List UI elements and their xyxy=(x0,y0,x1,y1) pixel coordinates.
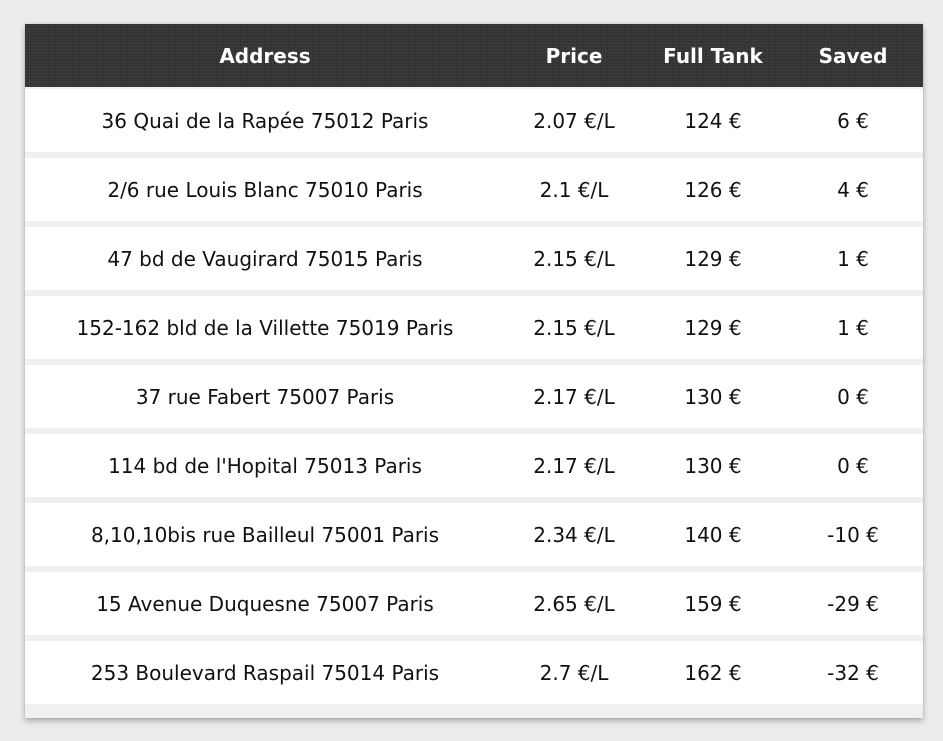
table-row: 47 bd de Vaugirard 75015 Paris 2.15 €/L … xyxy=(25,227,923,296)
table-row: 114 bd de l'Hopital 75013 Paris 2.17 €/L… xyxy=(25,434,923,503)
table-row: 2/6 rue Louis Blanc 75010 Paris 2.1 €/L … xyxy=(25,158,923,227)
cell-price: 2.7 €/L xyxy=(505,641,643,704)
cell-full-tank: 124 € xyxy=(643,89,783,158)
cell-address: 15 Avenue Duquesne 75007 Paris xyxy=(25,572,505,641)
table-row: 37 rue Fabert 75007 Paris 2.17 €/L 130 €… xyxy=(25,365,923,434)
column-header-address: Address xyxy=(25,24,505,89)
cell-price: 2.34 €/L xyxy=(505,503,643,572)
cell-full-tank: 162 € xyxy=(643,641,783,704)
cell-saved: 0 € xyxy=(783,434,923,503)
cell-full-tank: 130 € xyxy=(643,365,783,434)
cell-full-tank: 129 € xyxy=(643,296,783,365)
table-row: 8,10,10bis rue Bailleul 75001 Paris 2.34… xyxy=(25,503,923,572)
cell-saved: 6 € xyxy=(783,89,923,158)
cell-address: 36 Quai de la Rapée 75012 Paris xyxy=(25,89,505,158)
cell-saved: -10 € xyxy=(783,503,923,572)
cell-saved: -32 € xyxy=(783,641,923,704)
table-row: 253 Boulevard Raspail 75014 Paris 2.7 €/… xyxy=(25,641,923,704)
cell-price: 2.17 €/L xyxy=(505,365,643,434)
cell-saved: 0 € xyxy=(783,365,923,434)
column-header-full-tank: Full Tank xyxy=(643,24,783,89)
cell-full-tank: 126 € xyxy=(643,158,783,227)
cell-address: 2/6 rue Louis Blanc 75010 Paris xyxy=(25,158,505,227)
cell-price: 2.15 €/L xyxy=(505,296,643,365)
column-header-price: Price xyxy=(505,24,643,89)
cell-price: 2.17 €/L xyxy=(505,434,643,503)
cell-price: 2.1 €/L xyxy=(505,158,643,227)
cell-address: 8,10,10bis rue Bailleul 75001 Paris xyxy=(25,503,505,572)
fuel-price-table: Address Price Full Tank Saved 36 Quai de… xyxy=(25,24,923,704)
table-body: 36 Quai de la Rapée 75012 Paris 2.07 €/L… xyxy=(25,89,923,704)
cell-address: 152-162 bld de la Villette 75019 Paris xyxy=(25,296,505,365)
table-row: 15 Avenue Duquesne 75007 Paris 2.65 €/L … xyxy=(25,572,923,641)
cell-full-tank: 159 € xyxy=(643,572,783,641)
cell-address: 114 bd de l'Hopital 75013 Paris xyxy=(25,434,505,503)
cell-full-tank: 129 € xyxy=(643,227,783,296)
cell-address: 253 Boulevard Raspail 75014 Paris xyxy=(25,641,505,704)
cell-saved: 1 € xyxy=(783,296,923,365)
price-table-card: Address Price Full Tank Saved 36 Quai de… xyxy=(25,24,923,718)
cell-address: 37 rue Fabert 75007 Paris xyxy=(25,365,505,434)
table-row: 36 Quai de la Rapée 75012 Paris 2.07 €/L… xyxy=(25,89,923,158)
cell-price: 2.07 €/L xyxy=(505,89,643,158)
cell-price: 2.15 €/L xyxy=(505,227,643,296)
header-row: Address Price Full Tank Saved xyxy=(25,24,923,89)
cell-price: 2.65 €/L xyxy=(505,572,643,641)
cell-saved: 4 € xyxy=(783,158,923,227)
column-header-saved: Saved xyxy=(783,24,923,89)
table-header: Address Price Full Tank Saved xyxy=(25,24,923,89)
cell-full-tank: 130 € xyxy=(643,434,783,503)
cell-full-tank: 140 € xyxy=(643,503,783,572)
cell-address: 47 bd de Vaugirard 75015 Paris xyxy=(25,227,505,296)
table-row: 152-162 bld de la Villette 75019 Paris 2… xyxy=(25,296,923,365)
cell-saved: -29 € xyxy=(783,572,923,641)
cell-saved: 1 € xyxy=(783,227,923,296)
